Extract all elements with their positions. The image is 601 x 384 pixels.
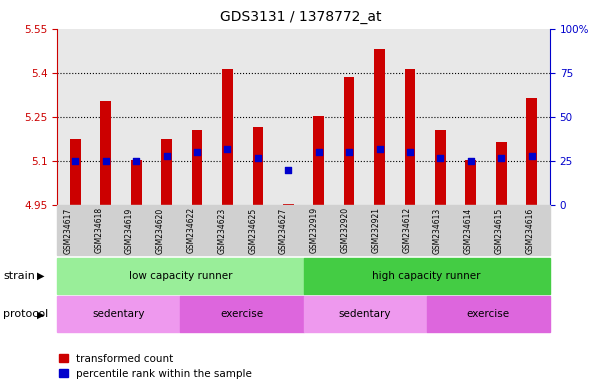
Text: low capacity runner: low capacity runner [129,271,232,281]
Bar [404,68,415,205]
Text: GSM232920: GSM232920 [341,207,350,253]
Text: GSM234616: GSM234616 [525,207,534,253]
Bar [100,101,111,205]
Point [314,149,323,156]
Bar [161,139,172,205]
Text: sedentary: sedentary [339,309,391,319]
Bar [70,139,81,205]
Point [436,155,445,161]
Text: GSM234614: GSM234614 [464,207,473,253]
Point [192,149,202,156]
Text: exercise: exercise [467,309,510,319]
Point [375,146,385,152]
Text: GSM232919: GSM232919 [310,207,319,253]
Text: high capacity runner: high capacity runner [373,271,481,281]
Text: GSM234625: GSM234625 [248,207,257,253]
Legend: transformed count, percentile rank within the sample: transformed count, percentile rank withi… [59,354,252,379]
Text: GSM234619: GSM234619 [125,207,134,253]
Text: GSM234617: GSM234617 [64,207,73,253]
Point [70,158,80,164]
Bar [466,160,476,205]
Text: exercise: exercise [221,309,263,319]
Text: GSM234623: GSM234623 [218,207,227,253]
Text: GSM234627: GSM234627 [279,207,288,253]
Text: GSM234622: GSM234622 [187,207,196,253]
Text: GSM234620: GSM234620 [156,207,165,253]
Bar [496,142,507,205]
Bar [222,68,233,205]
Point [527,153,537,159]
Bar [344,78,355,205]
Bar [252,127,263,205]
Point [405,149,415,156]
Bar [526,98,537,205]
Text: sedentary: sedentary [93,309,145,319]
Text: GSM234613: GSM234613 [433,207,442,253]
Bar [131,160,141,205]
Bar [192,131,203,205]
Text: strain: strain [3,271,35,281]
Text: GSM232921: GSM232921 [371,207,380,253]
Bar [283,204,294,205]
Point [162,153,171,159]
Point [496,155,506,161]
Point [344,149,354,156]
Point [132,158,141,164]
Point [253,155,263,161]
Point [466,158,475,164]
Bar [435,131,446,205]
Point [284,167,293,173]
Text: ▶: ▶ [37,309,44,319]
Point [101,158,111,164]
Text: GSM234615: GSM234615 [495,207,504,253]
Bar [374,50,385,205]
Text: GSM234612: GSM234612 [402,207,411,253]
Text: protocol: protocol [3,309,48,319]
Text: GSM234618: GSM234618 [94,207,103,253]
Text: GDS3131 / 1378772_at: GDS3131 / 1378772_at [220,10,381,23]
Point [222,146,232,152]
Text: ▶: ▶ [37,271,44,281]
Bar [313,116,324,205]
